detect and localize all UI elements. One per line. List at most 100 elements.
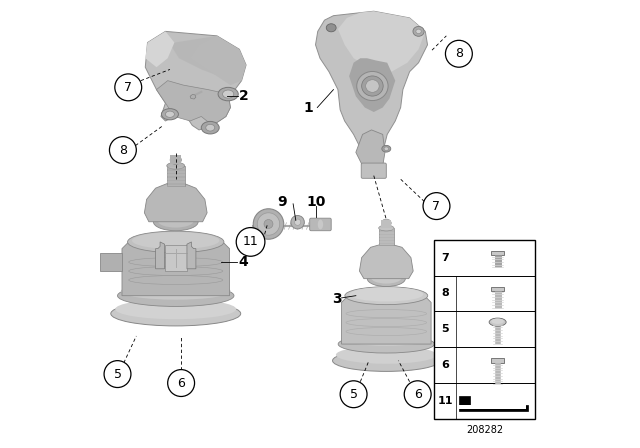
Ellipse shape bbox=[333, 350, 440, 371]
Polygon shape bbox=[156, 81, 230, 125]
Ellipse shape bbox=[154, 213, 198, 231]
Ellipse shape bbox=[492, 319, 504, 324]
Text: 11: 11 bbox=[243, 235, 259, 249]
Circle shape bbox=[445, 40, 472, 67]
Polygon shape bbox=[356, 130, 385, 166]
Text: 11: 11 bbox=[437, 396, 452, 406]
Polygon shape bbox=[100, 253, 122, 271]
Polygon shape bbox=[190, 95, 196, 99]
Ellipse shape bbox=[489, 318, 506, 326]
Polygon shape bbox=[168, 36, 235, 76]
Text: 5: 5 bbox=[113, 367, 122, 381]
Text: 9: 9 bbox=[277, 194, 287, 209]
Ellipse shape bbox=[118, 285, 234, 306]
Polygon shape bbox=[459, 405, 526, 409]
Polygon shape bbox=[381, 220, 391, 228]
Circle shape bbox=[115, 74, 141, 101]
Text: 5: 5 bbox=[349, 388, 358, 401]
Ellipse shape bbox=[336, 346, 436, 364]
Polygon shape bbox=[145, 31, 246, 130]
Circle shape bbox=[109, 137, 136, 164]
Ellipse shape bbox=[127, 231, 224, 253]
Ellipse shape bbox=[115, 299, 236, 319]
FancyBboxPatch shape bbox=[361, 163, 387, 178]
Ellipse shape bbox=[218, 87, 238, 101]
Polygon shape bbox=[187, 242, 196, 269]
Ellipse shape bbox=[165, 111, 174, 117]
Text: 1: 1 bbox=[303, 101, 313, 116]
FancyBboxPatch shape bbox=[164, 245, 187, 271]
Ellipse shape bbox=[342, 332, 431, 346]
Ellipse shape bbox=[379, 225, 394, 231]
Ellipse shape bbox=[371, 272, 401, 284]
Ellipse shape bbox=[223, 90, 234, 98]
Ellipse shape bbox=[338, 335, 435, 353]
Ellipse shape bbox=[367, 271, 405, 287]
Text: 208282: 208282 bbox=[466, 425, 503, 435]
FancyBboxPatch shape bbox=[491, 358, 504, 363]
Text: 4: 4 bbox=[238, 255, 248, 269]
Polygon shape bbox=[145, 184, 207, 222]
Ellipse shape bbox=[294, 219, 301, 225]
FancyBboxPatch shape bbox=[491, 287, 504, 291]
Text: 8: 8 bbox=[441, 289, 449, 298]
Text: 7: 7 bbox=[441, 253, 449, 263]
Circle shape bbox=[423, 193, 450, 220]
Circle shape bbox=[168, 370, 195, 396]
Polygon shape bbox=[156, 242, 164, 269]
Polygon shape bbox=[342, 296, 431, 344]
Ellipse shape bbox=[416, 29, 421, 34]
Text: 7: 7 bbox=[433, 199, 440, 213]
FancyBboxPatch shape bbox=[379, 228, 394, 245]
Polygon shape bbox=[170, 155, 181, 164]
FancyBboxPatch shape bbox=[435, 240, 535, 419]
Text: 6: 6 bbox=[441, 360, 449, 370]
Ellipse shape bbox=[257, 213, 280, 235]
Ellipse shape bbox=[170, 155, 181, 164]
Ellipse shape bbox=[356, 71, 388, 100]
Ellipse shape bbox=[264, 220, 273, 228]
Ellipse shape bbox=[132, 232, 220, 249]
Polygon shape bbox=[338, 11, 425, 72]
Text: 6: 6 bbox=[177, 376, 185, 390]
Text: 6: 6 bbox=[413, 388, 422, 401]
Text: 2: 2 bbox=[239, 89, 248, 103]
FancyBboxPatch shape bbox=[310, 218, 332, 231]
Polygon shape bbox=[459, 396, 528, 411]
Text: 10: 10 bbox=[307, 194, 326, 209]
Ellipse shape bbox=[201, 121, 219, 134]
Polygon shape bbox=[360, 244, 413, 279]
Text: 8: 8 bbox=[455, 47, 463, 60]
Ellipse shape bbox=[349, 287, 423, 302]
Ellipse shape bbox=[381, 219, 391, 227]
Ellipse shape bbox=[365, 80, 379, 92]
Polygon shape bbox=[190, 36, 246, 85]
Ellipse shape bbox=[161, 108, 179, 120]
FancyBboxPatch shape bbox=[491, 251, 504, 255]
Text: 5: 5 bbox=[441, 324, 449, 334]
Text: 7: 7 bbox=[124, 81, 132, 94]
Ellipse shape bbox=[384, 147, 388, 151]
Polygon shape bbox=[145, 31, 174, 67]
Circle shape bbox=[236, 228, 265, 256]
Ellipse shape bbox=[413, 26, 424, 36]
Ellipse shape bbox=[362, 76, 383, 96]
Circle shape bbox=[104, 361, 131, 388]
Polygon shape bbox=[316, 11, 428, 175]
Ellipse shape bbox=[317, 220, 323, 229]
Circle shape bbox=[340, 381, 367, 408]
Polygon shape bbox=[122, 242, 230, 296]
Ellipse shape bbox=[326, 24, 336, 32]
Circle shape bbox=[404, 381, 431, 408]
Text: 3: 3 bbox=[332, 292, 342, 306]
Polygon shape bbox=[349, 58, 396, 112]
FancyBboxPatch shape bbox=[167, 166, 185, 186]
Ellipse shape bbox=[382, 145, 391, 152]
Ellipse shape bbox=[345, 287, 428, 305]
Ellipse shape bbox=[121, 283, 230, 300]
Ellipse shape bbox=[167, 162, 185, 169]
Text: 8: 8 bbox=[119, 143, 127, 157]
Ellipse shape bbox=[291, 215, 305, 229]
Ellipse shape bbox=[111, 302, 241, 326]
Ellipse shape bbox=[206, 124, 214, 131]
